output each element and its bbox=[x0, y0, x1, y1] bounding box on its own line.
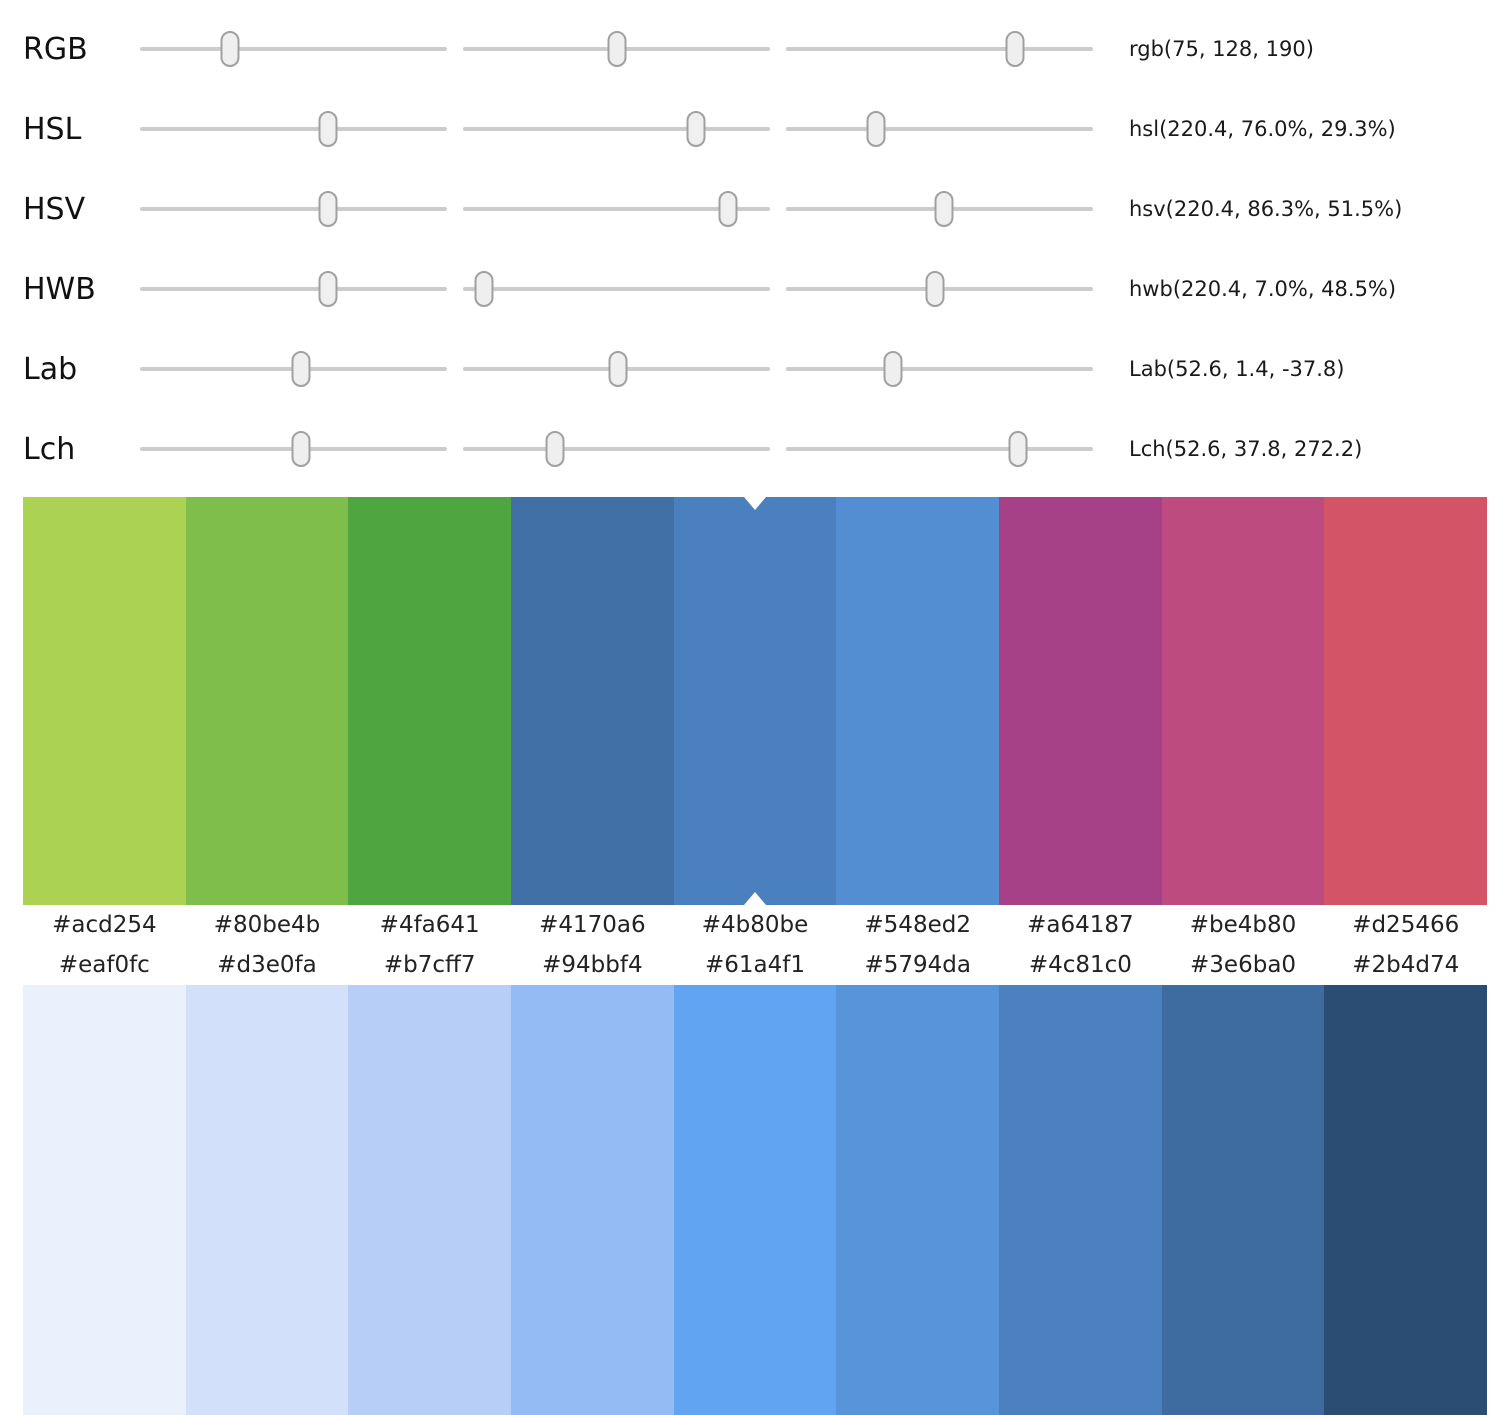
rgb-g-slider[interactable] bbox=[463, 27, 770, 71]
colorspace-label-hsv: HSV bbox=[23, 191, 86, 227]
lab-b-slider[interactable] bbox=[786, 347, 1093, 391]
slider-thumb[interactable] bbox=[291, 351, 311, 387]
hex-label: #acd254 bbox=[52, 912, 157, 938]
slider-thumb[interactable] bbox=[1005, 31, 1025, 67]
hsl-value-text: hsl(220.4, 76.0%, 29.3%) bbox=[1129, 117, 1396, 141]
palette-swatch[interactable] bbox=[999, 497, 1162, 905]
hsv-value-text: hsv(220.4, 86.3%, 51.5%) bbox=[1129, 197, 1403, 221]
hex-label: #2b4d74 bbox=[1352, 952, 1460, 978]
palette-swatch[interactable] bbox=[348, 497, 512, 905]
hex-label: #94bbf4 bbox=[542, 952, 643, 978]
selection-notch-bottom-icon bbox=[744, 892, 767, 905]
selection-notch-top-icon bbox=[744, 497, 767, 510]
hsl-s-slider[interactable] bbox=[463, 107, 770, 151]
hex-label: #4c81c0 bbox=[1028, 952, 1132, 978]
hsl-l-slider[interactable] bbox=[786, 107, 1093, 151]
hex-label: #3e6ba0 bbox=[1190, 952, 1297, 978]
slider-thumb[interactable] bbox=[545, 431, 565, 467]
slider-thumb[interactable] bbox=[291, 431, 311, 467]
lch-l-slider[interactable] bbox=[140, 427, 447, 471]
colorspace-label-lab: Lab bbox=[23, 351, 78, 387]
palette-swatch[interactable] bbox=[185, 497, 349, 905]
tint-shade-scale bbox=[23, 985, 1488, 1415]
rgb-b-slider[interactable] bbox=[786, 27, 1093, 71]
hex-label: #80be4b bbox=[213, 912, 321, 938]
scale-swatch[interactable] bbox=[1161, 985, 1325, 1415]
hex-label: #be4b80 bbox=[1189, 912, 1297, 938]
hex-label: #5794da bbox=[864, 952, 971, 978]
hex-label: #61a4f1 bbox=[705, 952, 806, 978]
slider-thumb[interactable] bbox=[718, 191, 738, 227]
slider-thumb[interactable] bbox=[318, 271, 338, 307]
hsl-h-slider[interactable] bbox=[140, 107, 447, 151]
scale-swatch[interactable] bbox=[836, 985, 1000, 1415]
hue-palette-labels: #acd254 #80be4b #4fa641 #4170a6 #4b80be … bbox=[23, 905, 1487, 945]
scale-swatch[interactable] bbox=[999, 985, 1162, 1415]
slider-thumb[interactable] bbox=[608, 351, 628, 387]
hsv-s-slider[interactable] bbox=[463, 187, 770, 231]
hsv-v-slider[interactable] bbox=[786, 187, 1093, 231]
slider-thumb[interactable] bbox=[1008, 431, 1028, 467]
scale-swatch[interactable] bbox=[511, 985, 674, 1415]
hex-label: #eaf0fc bbox=[58, 952, 150, 978]
slider-row-hsv: HSV hsv(220.4, 86.3%, 51.5%) bbox=[23, 169, 1501, 249]
slider-row-lab: Lab Lab(52.6, 1.4, -37.8) bbox=[23, 329, 1501, 409]
palette-swatch[interactable] bbox=[1324, 497, 1488, 905]
slider-row-rgb: RGB rgb(75, 128, 190) bbox=[23, 9, 1501, 89]
lch-h-slider[interactable] bbox=[786, 427, 1093, 471]
scale-swatch[interactable] bbox=[185, 985, 349, 1415]
palette-swatch[interactable] bbox=[1161, 497, 1325, 905]
hue-palette bbox=[23, 497, 1488, 905]
scale-swatch[interactable] bbox=[1324, 985, 1488, 1415]
lab-l-slider[interactable] bbox=[140, 347, 447, 391]
hex-label: #a64187 bbox=[1027, 912, 1134, 938]
slider-thumb[interactable] bbox=[686, 111, 706, 147]
colorspace-label-lch: Lch bbox=[23, 431, 76, 467]
hex-label: #b7cff7 bbox=[383, 952, 476, 978]
palette-swatch[interactable] bbox=[23, 497, 186, 905]
hex-label: #4b80be bbox=[701, 912, 809, 938]
slider-thumb[interactable] bbox=[318, 111, 338, 147]
hwb-h-slider[interactable] bbox=[140, 267, 447, 311]
hex-label: #4170a6 bbox=[539, 912, 646, 938]
scale-labels: #eaf0fc #d3e0fa #b7cff7 #94bbf4 #61a4f1 … bbox=[23, 945, 1487, 985]
lab-a-slider[interactable] bbox=[463, 347, 770, 391]
lch-value-text: Lch(52.6, 37.8, 272.2) bbox=[1129, 437, 1363, 461]
slider-thumb[interactable] bbox=[925, 271, 945, 307]
colorspace-label-rgb: RGB bbox=[23, 31, 88, 67]
scale-swatch[interactable] bbox=[348, 985, 512, 1415]
hex-label: #d25466 bbox=[1352, 912, 1460, 938]
hsv-h-slider[interactable] bbox=[140, 187, 447, 231]
slider-row-lch: Lch Lch(52.6, 37.8, 272.2) bbox=[23, 409, 1501, 489]
slider-thumb[interactable] bbox=[220, 31, 240, 67]
colorspace-label-hsl: HSL bbox=[23, 111, 82, 147]
palette-swatch[interactable] bbox=[836, 497, 1000, 905]
palette-swatch-selected[interactable] bbox=[673, 497, 837, 905]
lch-c-slider[interactable] bbox=[463, 427, 770, 471]
lab-value-text: Lab(52.6, 1.4, -37.8) bbox=[1129, 357, 1345, 381]
scale-swatch[interactable] bbox=[23, 985, 186, 1415]
slider-thumb[interactable] bbox=[318, 191, 338, 227]
slider-row-hwb: HWB hwb(220.4, 7.0%, 48.5%) bbox=[23, 249, 1501, 329]
hex-label: #d3e0fa bbox=[217, 952, 317, 978]
hex-label: #548ed2 bbox=[864, 912, 971, 938]
slider-thumb[interactable] bbox=[607, 31, 627, 67]
rgb-value-text: rgb(75, 128, 190) bbox=[1129, 37, 1314, 61]
hex-label: #4fa641 bbox=[379, 912, 480, 938]
hwb-value-text: hwb(220.4, 7.0%, 48.5%) bbox=[1129, 277, 1397, 301]
scale-swatch[interactable] bbox=[673, 985, 837, 1415]
colorspace-label-hwb: HWB bbox=[23, 271, 96, 307]
slider-thumb[interactable] bbox=[934, 191, 954, 227]
hwb-w-slider[interactable] bbox=[463, 267, 770, 311]
palette-swatch[interactable] bbox=[511, 497, 674, 905]
slider-thumb[interactable] bbox=[866, 111, 886, 147]
rgb-r-slider[interactable] bbox=[140, 27, 447, 71]
slider-row-hsl: HSL hsl(220.4, 76.0%, 29.3%) bbox=[23, 89, 1501, 169]
slider-thumb[interactable] bbox=[883, 351, 903, 387]
slider-panel: RGB rgb(75, 128, 190) HSL hsl(220.4, 76.… bbox=[0, 0, 1501, 489]
slider-thumb[interactable] bbox=[474, 271, 494, 307]
hwb-b-slider[interactable] bbox=[786, 267, 1093, 311]
